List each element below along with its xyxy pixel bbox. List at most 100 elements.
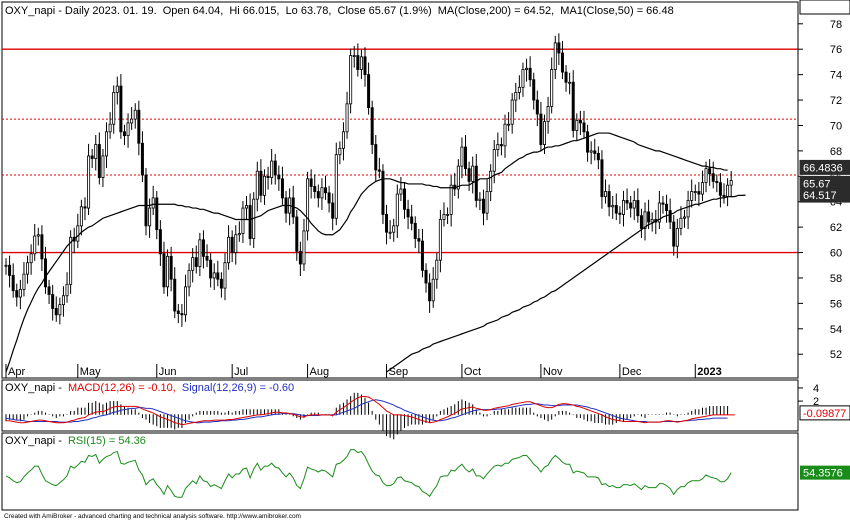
price-bar-body	[474, 165, 478, 201]
price-bar-body	[708, 168, 712, 175]
price-layer	[2, 33, 798, 373]
price-bar-body	[657, 202, 661, 223]
price-bar-body	[718, 182, 722, 196]
price-bar-body	[122, 131, 126, 137]
price-bar-body	[234, 234, 238, 253]
price-bar-body	[26, 262, 30, 275]
price-bar-body	[101, 155, 105, 178]
price-bar-body	[94, 144, 98, 159]
price-bar-body	[313, 186, 317, 192]
price-bar-body	[621, 200, 625, 215]
price-bar-body	[374, 144, 378, 171]
price-bar-body	[302, 230, 306, 265]
price-bar-body	[201, 239, 205, 257]
price-bar-body	[155, 197, 159, 231]
price-bar-body	[564, 71, 568, 83]
price-bar-body	[115, 85, 119, 93]
price-bar-body	[90, 155, 94, 159]
macd-header-macd: MACD(12,26) = -0.10,	[68, 382, 176, 394]
price-bar-body	[79, 206, 83, 227]
price-bar-body	[345, 103, 349, 133]
price-bar-body	[539, 113, 543, 145]
header-low: Lo 63.78,	[286, 5, 332, 17]
price-bar-body	[535, 99, 539, 115]
price-bar-body	[481, 198, 485, 214]
price-bar-body	[29, 253, 33, 264]
price-bar-body	[341, 131, 345, 149]
price-bar-body	[665, 203, 669, 212]
price-bar-body	[625, 200, 629, 204]
price-bar-body	[119, 85, 123, 133]
price-bar-body	[320, 187, 324, 199]
ma50-line	[5, 132, 728, 373]
price-bar-body	[679, 217, 683, 229]
price-bar-body	[578, 119, 582, 124]
price-bar-body	[672, 221, 676, 247]
price-bar-body	[148, 207, 152, 227]
header-symbol-period: OXY_napi - Daily 2023. 01. 19.	[5, 5, 157, 17]
x-tick-label: Oct	[464, 366, 481, 378]
price-bar-body	[237, 233, 241, 236]
price-bar-body	[166, 255, 170, 288]
macd-line	[6, 395, 735, 426]
price-bar-body	[611, 205, 615, 208]
price-bar-body	[97, 144, 101, 178]
price-bar-body	[464, 146, 468, 170]
price-bar-body	[158, 229, 162, 255]
price-bar-body	[690, 191, 694, 201]
price-bar-body	[245, 205, 249, 209]
price-bar-body	[43, 258, 47, 288]
price-bar-body	[449, 184, 453, 215]
price-bar-body	[467, 168, 471, 182]
price-bar-body	[639, 215, 643, 229]
price-bar-body	[359, 56, 363, 70]
price-bar-body	[553, 42, 557, 70]
price-bar-body	[704, 168, 708, 184]
price-bar-body	[259, 170, 263, 196]
price-bar-body	[105, 131, 109, 157]
price-bar-body	[377, 169, 381, 172]
price-bar-body	[521, 69, 525, 88]
price-bar-body	[385, 214, 389, 233]
price-bar-body	[367, 74, 371, 109]
price-bar-body	[528, 67, 532, 81]
price-y-tick-label: 54	[830, 324, 842, 336]
price-bar-body	[575, 119, 579, 131]
price-bar-body	[22, 273, 26, 290]
price-bar-body	[729, 180, 733, 186]
price-bar-body	[295, 216, 299, 252]
price-bar-body	[715, 180, 719, 184]
price-bar-body	[212, 272, 216, 279]
macd-header-symbol: OXY_napi -	[5, 382, 62, 394]
price-bar-body	[604, 191, 608, 198]
price-bar-body	[485, 191, 489, 214]
price-bar-body	[227, 236, 231, 264]
macd-y-tick-label: 2	[813, 396, 819, 408]
price-bar-body	[8, 264, 12, 276]
price-bar-body	[711, 173, 715, 182]
price-y-tick-label: 72	[830, 95, 842, 107]
price-bar-body	[442, 214, 446, 220]
price-bar-body	[614, 205, 618, 214]
price-bar-body	[51, 294, 55, 309]
rsi-header-symbol: OXY_napi -	[5, 435, 62, 447]
header-open: Open 64.04,	[163, 5, 224, 17]
x-tick-label: Sep	[389, 366, 409, 378]
price-bar-body	[661, 202, 665, 205]
price-bar-body	[327, 192, 331, 204]
price-bar-body	[438, 219, 442, 261]
price-bar-body	[568, 81, 572, 84]
price-y-tick-label: 78	[830, 19, 842, 31]
price-bar-body	[352, 55, 356, 57]
price-bar-body	[525, 67, 529, 70]
x-tick-label: Nov	[543, 366, 563, 378]
ma200-badge: 64.517	[803, 190, 837, 202]
macd-pane-frame	[1, 379, 799, 432]
price-bar-body	[61, 295, 65, 306]
price-bar-body	[446, 214, 450, 216]
price-bar-body	[507, 123, 511, 126]
price-bar-body	[11, 275, 15, 292]
price-bar-body	[270, 160, 274, 178]
last-close-badge: 65.67	[803, 178, 831, 190]
